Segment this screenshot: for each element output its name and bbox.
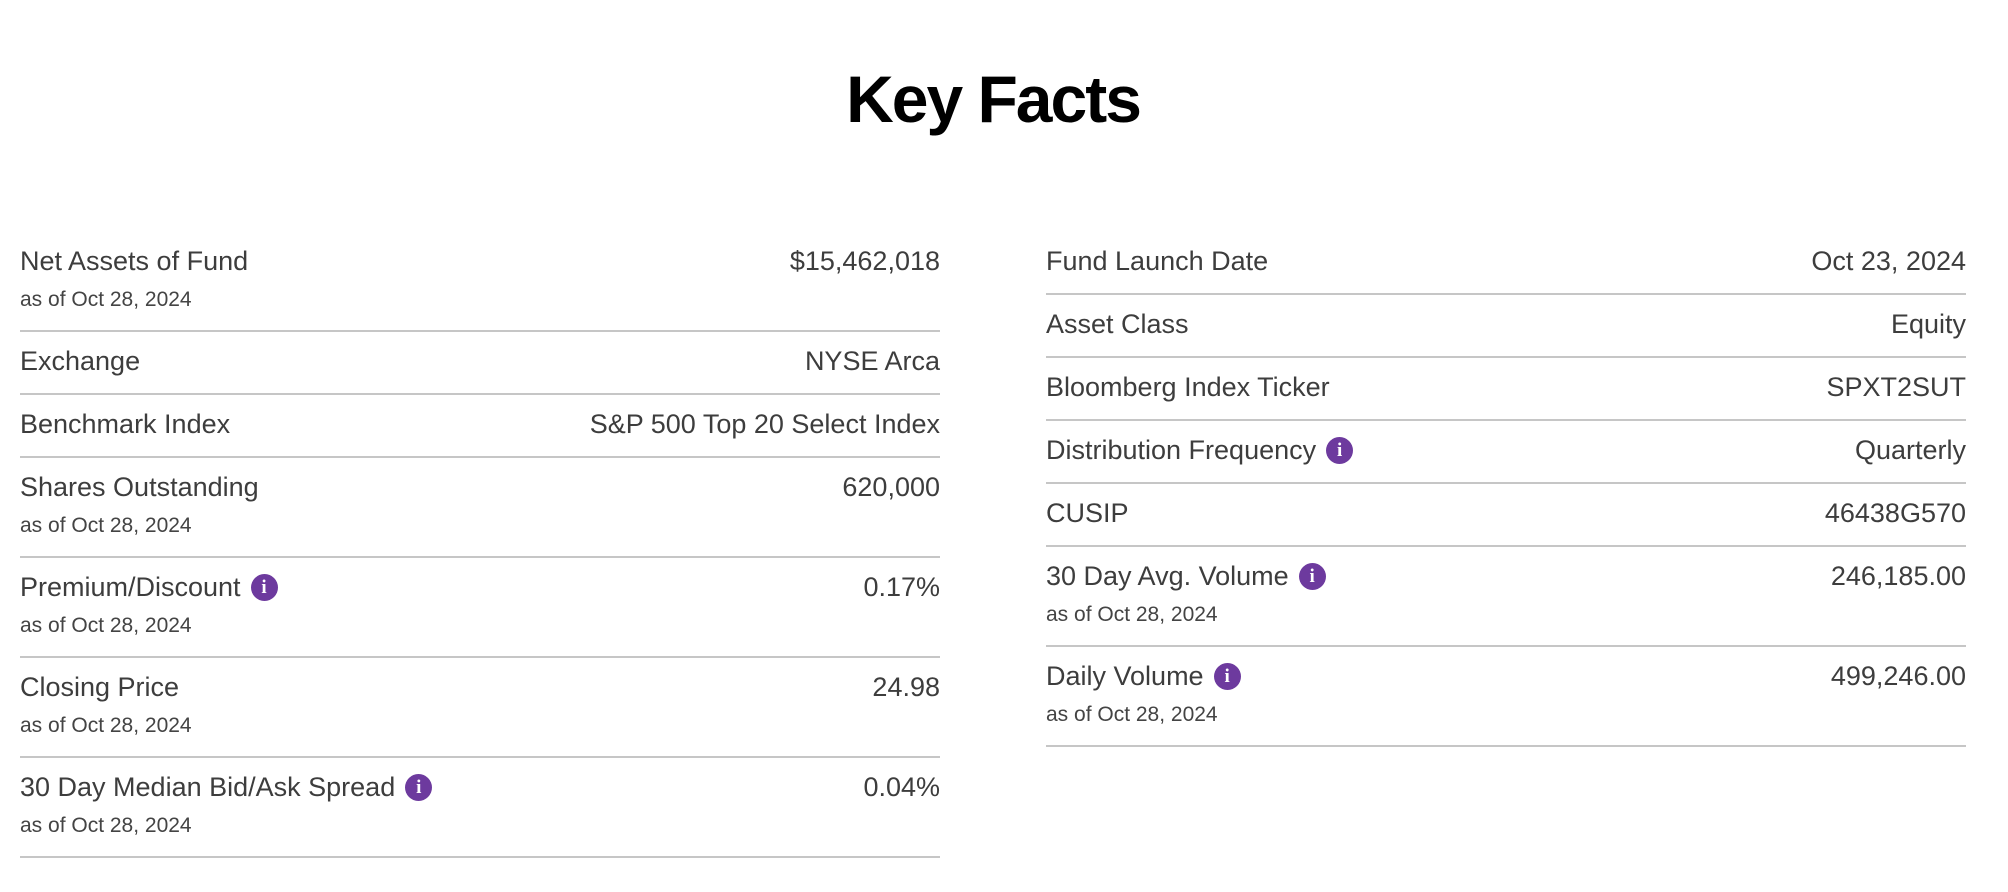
fact-asof-date: as of Oct 28, 2024 — [20, 614, 192, 637]
info-icon[interactable]: i — [1213, 662, 1241, 690]
fact-row: Daily Volume i as of Oct 28, 2024 499,24… — [1046, 647, 1966, 747]
fact-value: S&P 500 Top 20 Select Index — [589, 409, 940, 439]
fact-label: Benchmark Index — [20, 409, 231, 439]
fact-asof-date: as of Oct 28, 2024 — [20, 714, 192, 737]
facts-column-right: Fund Launch Date Oct 23, 2024 Asset Clas… — [1046, 232, 1966, 747]
fact-value: 46438G570 — [1824, 498, 1966, 528]
fact-asof-date: as of Oct 28, 2024 — [20, 288, 192, 311]
fact-row: CUSIP 46438G570 — [1046, 484, 1966, 547]
fact-value: Quarterly — [1854, 435, 1966, 465]
fact-asof-date: as of Oct 28, 2024 — [1046, 703, 1218, 726]
key-facts-section: Key Facts Net Assets of Fund as of Oct 2… — [20, 62, 1966, 858]
fact-row: Benchmark Index S&P 500 Top 20 Select In… — [20, 395, 940, 458]
fact-label: Fund Launch Date — [1046, 246, 1269, 276]
fact-label: Closing Price — [20, 672, 180, 702]
fact-label: 30 Day Avg. Volume — [1046, 561, 1289, 591]
fact-row: Premium/Discount i as of Oct 28, 2024 0.… — [20, 558, 940, 658]
info-icon[interactable]: i — [250, 573, 278, 601]
info-icon[interactable]: i — [405, 773, 433, 801]
page-title: Key Facts — [846, 62, 1142, 136]
fact-label: Premium/Discount — [20, 572, 241, 602]
fact-row: Closing Price as of Oct 28, 2024 24.98 — [20, 658, 940, 758]
fact-row: Fund Launch Date Oct 23, 2024 — [1046, 232, 1966, 295]
fact-row: Net Assets of Fund as of Oct 28, 2024 $1… — [20, 232, 940, 332]
fact-value: $15,462,018 — [789, 246, 940, 276]
fact-label: Daily Volume — [1046, 661, 1204, 691]
fact-row: Shares Outstanding as of Oct 28, 2024 62… — [20, 458, 940, 558]
fact-label: Distribution Frequency — [1046, 435, 1317, 465]
fact-value: 620,000 — [842, 472, 940, 502]
fact-row: Exchange NYSE Arca — [20, 332, 940, 395]
fact-label: 30 Day Median Bid/Ask Spread — [20, 772, 396, 802]
fact-label: Bloomberg Index Ticker — [1046, 372, 1330, 402]
facts-grid: Net Assets of Fund as of Oct 28, 2024 $1… — [20, 232, 1966, 858]
fact-row: 30 Day Avg. Volume i as of Oct 28, 2024 … — [1046, 547, 1966, 647]
fact-asof-date: as of Oct 28, 2024 — [20, 814, 192, 837]
fact-row: Asset Class Equity — [1046, 295, 1966, 358]
fact-value: 0.04% — [863, 772, 940, 802]
fact-value: 246,185.00 — [1830, 561, 1966, 591]
fact-asof-date: as of Oct 28, 2024 — [20, 514, 192, 537]
fact-value: NYSE Arca — [804, 346, 940, 376]
info-icon[interactable]: i — [1298, 562, 1326, 590]
info-icon[interactable]: i — [1326, 436, 1354, 464]
fact-value: Oct 23, 2024 — [1811, 246, 1966, 276]
fact-row: 30 Day Median Bid/Ask Spread i as of Oct… — [20, 758, 940, 858]
fact-value: 499,246.00 — [1830, 661, 1966, 691]
fact-label: CUSIP — [1046, 498, 1129, 528]
fact-value: Equity — [1890, 309, 1966, 339]
fact-label: Exchange — [20, 346, 141, 376]
fact-row: Bloomberg Index Ticker SPXT2SUT — [1046, 358, 1966, 421]
fact-asof-date: as of Oct 28, 2024 — [1046, 603, 1218, 626]
facts-column-left: Net Assets of Fund as of Oct 28, 2024 $1… — [20, 232, 940, 858]
fact-value: 0.17% — [863, 572, 940, 602]
fact-row: Distribution Frequency i Quarterly — [1046, 421, 1966, 484]
fact-label: Net Assets of Fund — [20, 246, 249, 276]
fact-value: 24.98 — [872, 672, 940, 702]
fact-label: Asset Class — [1046, 309, 1189, 339]
fact-value: SPXT2SUT — [1826, 372, 1966, 402]
fact-label: Shares Outstanding — [20, 472, 259, 502]
